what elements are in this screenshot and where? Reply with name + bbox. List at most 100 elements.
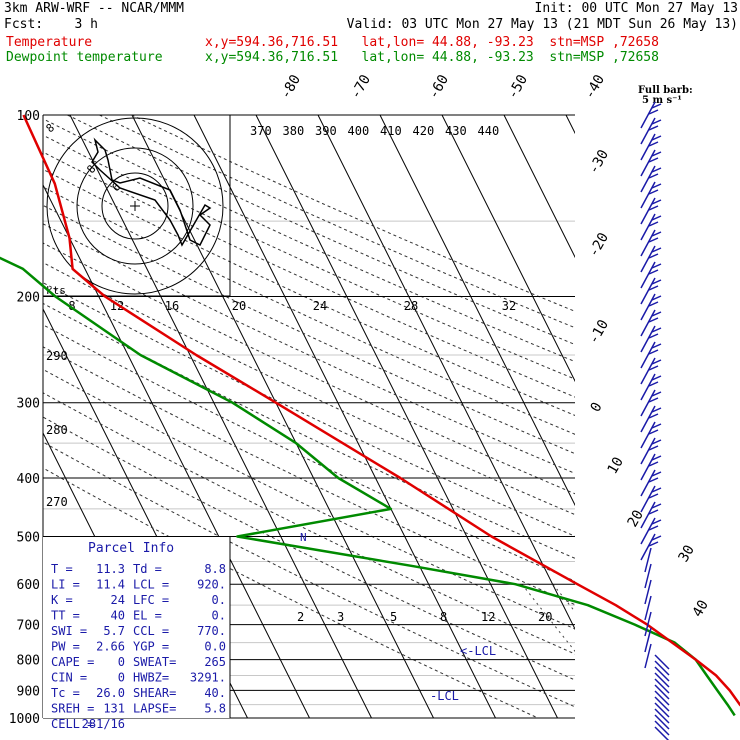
hodograph-ring-label: 8: [44, 121, 57, 135]
wind-barb: [640, 341, 662, 369]
wind-barb: [640, 101, 662, 129]
parcel-param-label: HWBZ=: [133, 671, 169, 685]
theta-label: 380: [283, 124, 305, 138]
wind-barb: [654, 690, 670, 706]
wind-barb: [640, 229, 662, 257]
hodograph-ring: [76, 147, 194, 265]
dry-adiabat: [43, 134, 575, 380]
parcel-param-label: CELL =: [51, 717, 94, 731]
parcel-param-value: 26.0: [96, 686, 125, 700]
wind-barb: [640, 309, 662, 337]
wind-barb: [640, 149, 662, 177]
parcel-param-value: 11.4: [96, 578, 125, 592]
mixing-ratio-label: 20: [538, 610, 552, 624]
pressure-label: 800: [17, 654, 40, 669]
isotherm-label: -30: [586, 147, 613, 177]
isotherm-label: 20: [625, 507, 647, 530]
isotherm-line: [628, 115, 740, 718]
temperature-location: x,y=594.36,716.51 lat,lon= 44.88, -93.23…: [205, 35, 659, 50]
theta-label: 410: [380, 124, 402, 138]
theta-label: 390: [315, 124, 337, 138]
parcel-param-value: 0.: [212, 593, 226, 607]
isotherm-label: -20: [586, 230, 613, 260]
isotherm-label: 30: [676, 542, 698, 565]
wind-barb: [640, 405, 662, 433]
mixing-ratio-label: 12: [481, 610, 495, 624]
dewpoint-trace: [0, 256, 736, 717]
lcl-label: <-LCL: [460, 644, 496, 658]
parcel-info-box: Parcel Info T = 11.3 Td = 8.8 LI = 11.4 LCL = 92…: [43, 537, 231, 731]
wind-barb: [640, 389, 662, 417]
isotherm-line: [379, 115, 575, 507]
pressure-label: 700: [17, 619, 40, 634]
temperature-trace: [22, 114, 740, 707]
isotherm-label: -60: [426, 72, 453, 102]
isotherm-line: [441, 115, 575, 383]
forecast-hour: Fcst: 3 h: [4, 17, 98, 32]
hodograph-tick: 28: [404, 299, 418, 313]
isotherm-label: 0: [588, 400, 606, 415]
wind-barb: [640, 213, 662, 241]
parcel-param-label: Td =: [133, 562, 162, 576]
theta-label: 370: [250, 124, 272, 138]
theta-side-label: 270: [46, 495, 68, 509]
wind-barb: [644, 595, 652, 621]
wind-barb: [654, 720, 670, 736]
dry-adiabat: [43, 441, 575, 708]
parcel-param-label: LFC =: [133, 593, 169, 607]
mixing-ratio-label: 5: [390, 610, 397, 624]
hodograph-tick: 20: [232, 299, 246, 313]
parcel-param-value: 8.8: [204, 562, 226, 576]
wind-barb: [640, 421, 662, 449]
hodograph-outer-ring: [46, 117, 224, 295]
mixing-ratio-label: 3: [337, 610, 344, 624]
wind-barb: [640, 165, 662, 193]
wind-barb: [640, 437, 662, 465]
dry-adiabat: [43, 223, 575, 474]
dry-adiabat: [43, 186, 575, 435]
wind-barb: [654, 678, 670, 694]
wind-barb: [640, 277, 662, 305]
isotherm-label: 10: [605, 454, 627, 477]
parcel-param-label: SHEAR=: [133, 686, 176, 700]
wind-barb: [640, 197, 662, 225]
wind-barb: [640, 373, 662, 401]
parcel-param-value: 0: [118, 671, 125, 685]
parcel-param-label: LCL =: [133, 578, 169, 592]
init-time: Init: 00 UTC Mon 27 May 13: [534, 1, 739, 16]
wind-barb: [654, 654, 670, 670]
isotherm-label: -50: [505, 72, 532, 102]
parcel-param-label: CCL =: [133, 624, 169, 638]
parcel-param-value: 0.0: [204, 640, 226, 654]
parcel-param-value: 0: [118, 655, 125, 669]
parcel-param-label: LI =: [51, 578, 80, 592]
background-grid: [42, 114, 740, 719]
isotherm-line: [255, 115, 558, 718]
parcel-param-value: 5.7: [103, 624, 125, 638]
wind-barb: [640, 261, 662, 289]
wind-barb: [640, 517, 662, 545]
wind-barb: [640, 133, 662, 161]
wind-barb: [640, 117, 662, 145]
parcel-param-value: 40.: [204, 686, 226, 700]
wind-barb: [654, 660, 670, 676]
parcel-param-value: 265: [204, 655, 226, 669]
hodograph-ring: [101, 172, 169, 240]
lcl-label: -LCL: [430, 689, 459, 703]
wind-barb: [640, 293, 662, 321]
isotherm-line: [317, 115, 575, 631]
wind-barb: [640, 469, 662, 497]
plot-area: [43, 115, 740, 718]
hodograph-tick: 24: [313, 299, 327, 313]
wind-barb: [640, 325, 662, 353]
pressure-label: 900: [17, 684, 40, 699]
wind-barb: [654, 714, 670, 730]
wind-barb: [654, 702, 670, 718]
wind-barb: [640, 181, 662, 209]
wind-barb: [640, 357, 662, 385]
parcel-param-value: 5.8: [204, 702, 226, 716]
parcel-param-value: 3291.: [190, 671, 226, 685]
wind-north-mark: N: [300, 531, 307, 544]
